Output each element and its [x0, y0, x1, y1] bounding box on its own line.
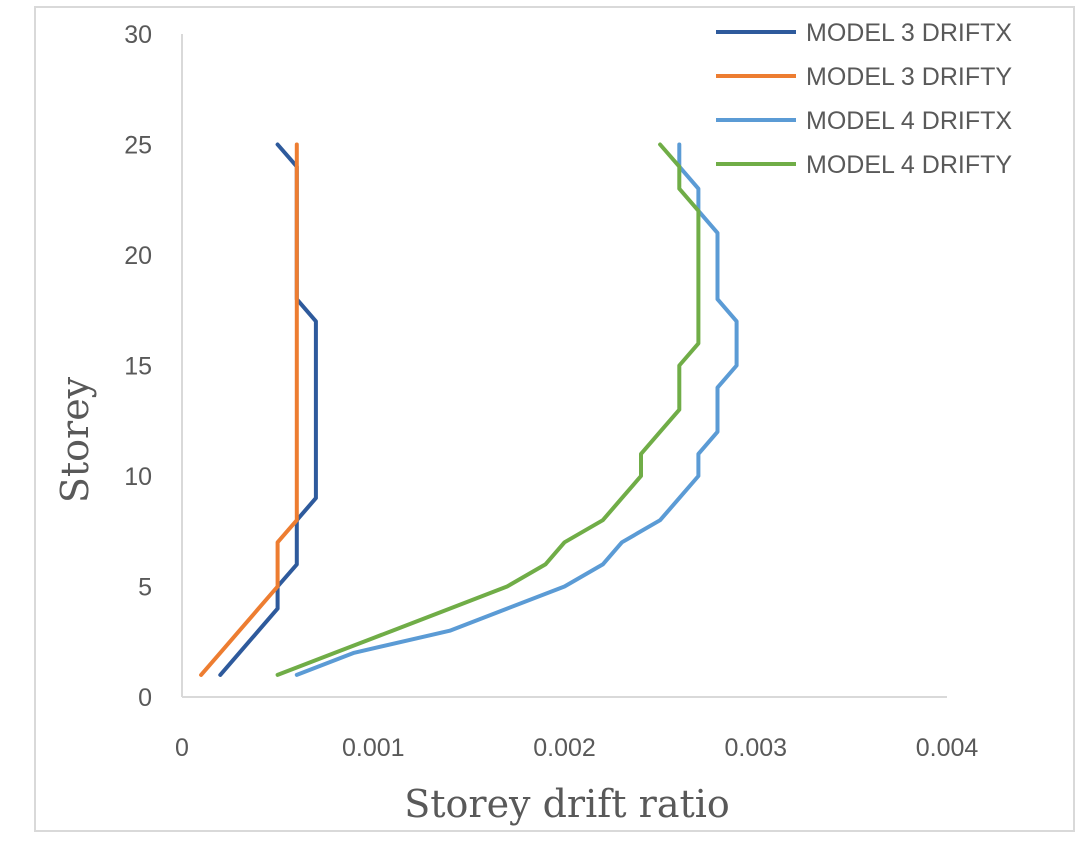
series-lines [199, 142, 739, 677]
y-axis-title: Storey [53, 376, 97, 503]
x-tick-label: 0.001 [342, 734, 405, 762]
series-line-model-3-drifty [199, 142, 299, 677]
x-tick-label: 0.003 [724, 734, 787, 762]
x-tick-label: 0 [175, 734, 189, 762]
y-tick-label: 5 [138, 574, 152, 602]
legend-label: MODEL 3 DRIFTY [806, 63, 1012, 91]
legend-entry: MODEL 3 DRIFTY [716, 63, 1012, 91]
y-tick-label: 20 [124, 242, 152, 270]
x-tick-label: 0.004 [916, 734, 979, 762]
legend-entry: MODEL 4 DRIFTY [716, 151, 1012, 179]
y-tick-label: 30 [124, 21, 152, 49]
legend-entry: MODEL 4 DRIFTX [716, 107, 1012, 135]
x-tick-label: 0.002 [533, 734, 596, 762]
y-tick-label: 0 [138, 684, 152, 712]
legend-entry: MODEL 3 DRIFTX [716, 19, 1012, 47]
series-line-model-4-driftx [294, 142, 739, 677]
legend-label: MODEL 3 DRIFTX [806, 19, 1012, 47]
y-tick-label: 25 [124, 132, 152, 160]
axes: 0 0.001 0.002 0.003 0.004 0 5 10 15 20 25 30 [124, 21, 978, 762]
x-axis-title: Storey drift ratio [404, 782, 730, 826]
legend: MODEL 3 DRIFTX MODEL 3 DRIFTY MODEL 4 DRIF… [716, 19, 1012, 179]
legend-label: MODEL 4 DRIFTX [806, 107, 1012, 135]
chart-frame [34, 6, 1075, 832]
y-tick-label: 10 [124, 463, 152, 491]
series-line-model-4-drifty [275, 142, 701, 677]
legend-label: MODEL 4 DRIFTY [806, 151, 1012, 179]
y-tick-label: 15 [124, 353, 152, 381]
